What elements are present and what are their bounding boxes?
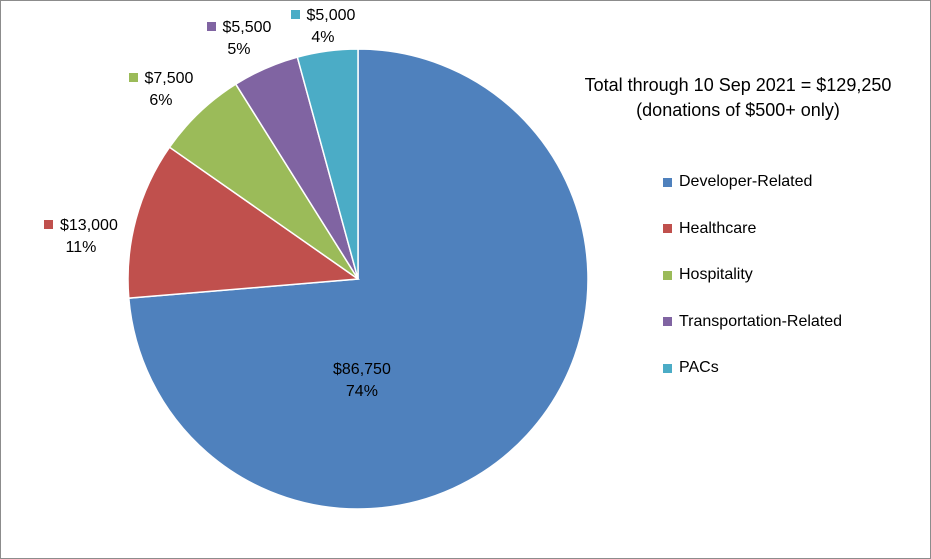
data-label-value: $86,750 (333, 361, 391, 378)
data-label-percent: 11% (65, 239, 97, 256)
legend-swatch (663, 317, 672, 326)
data-label-percent: 6% (149, 92, 173, 109)
pie-slices (127, 48, 589, 510)
legend-swatch (663, 224, 672, 233)
chart-title-block: Total through 10 Sep 2021 = $129,250 (do… (549, 73, 927, 123)
data-label-swatch (206, 22, 216, 31)
chart-title: Total through 10 Sep 2021 = $129,250 (584, 75, 892, 95)
data-label-developer-related: $86,750 74% (333, 359, 391, 403)
data-label-value: $7,500 (144, 70, 194, 87)
legend-label: Hospitality (679, 266, 753, 283)
legend-swatch (663, 177, 672, 187)
data-label-value: $13,000 (60, 217, 118, 234)
slice-healthcare (127, 146, 361, 299)
data-label-swatch (290, 10, 300, 19)
legend-item-developer-related: Developer-Related (663, 170, 842, 194)
chart-subtitle: (donations of $500+ only) (636, 100, 840, 120)
legend-label: Transportation-Related (679, 312, 843, 330)
data-label-percent: 4% (311, 29, 335, 46)
legend-item-transportation-related: Transportation-Related (663, 310, 842, 334)
slice-pacs (296, 48, 359, 280)
legend-item-healthcare: Healthcare (663, 217, 842, 241)
data-label-percent: 74% (345, 383, 378, 400)
data-label-swatch (128, 73, 138, 82)
data-label-percent: 5% (227, 41, 251, 58)
data-label-value: $5,500 (222, 19, 272, 36)
data-label-healthcare: $13,000 11% (44, 215, 118, 259)
legend-label: PACs (679, 359, 719, 376)
data-label-transportation-related: $5,500 5% (206, 17, 272, 61)
legend-label: Healthcare (679, 219, 757, 237)
legend-swatch (663, 363, 672, 373)
legend: Developer-Related Healthcare Hospitality… (663, 170, 842, 403)
legend-swatch (663, 270, 672, 280)
legend-label: Developer-Related (679, 173, 813, 190)
legend-item-hospitality: Hospitality (663, 263, 842, 287)
legend-item-pacs: PACs (663, 356, 842, 380)
data-label-hospitality: $7,500 6% (128, 68, 194, 112)
data-label-swatch (44, 220, 53, 229)
data-label-pacs: $5,000 4% (290, 5, 356, 49)
data-label-value: $5,000 (306, 7, 356, 24)
